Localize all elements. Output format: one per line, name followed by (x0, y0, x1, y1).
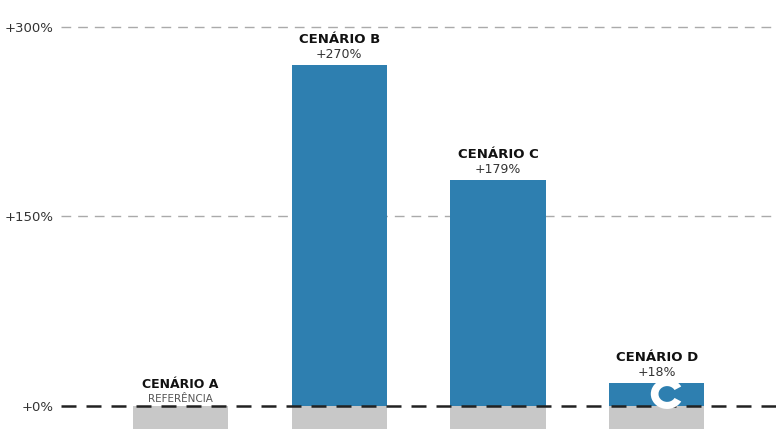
Bar (133, 406, 229, 429)
Text: CENÁRIO D: CENÁRIO D (615, 351, 698, 364)
Bar (450, 406, 546, 429)
Text: CENÁRIO C: CENÁRIO C (458, 148, 538, 161)
Text: REFERÊNCIA: REFERÊNCIA (148, 393, 213, 403)
Text: +18%: +18% (637, 367, 676, 379)
Bar (450, 180, 546, 406)
Bar (609, 383, 704, 406)
Text: CENÁRIO B: CENÁRIO B (299, 33, 380, 46)
Bar (609, 406, 704, 429)
Bar (292, 406, 387, 429)
Text: +270%: +270% (316, 48, 363, 61)
Text: +179%: +179% (475, 163, 521, 176)
Bar (292, 65, 387, 406)
Text: CENÁRIO A: CENÁRIO A (143, 378, 218, 391)
Wedge shape (651, 379, 681, 409)
